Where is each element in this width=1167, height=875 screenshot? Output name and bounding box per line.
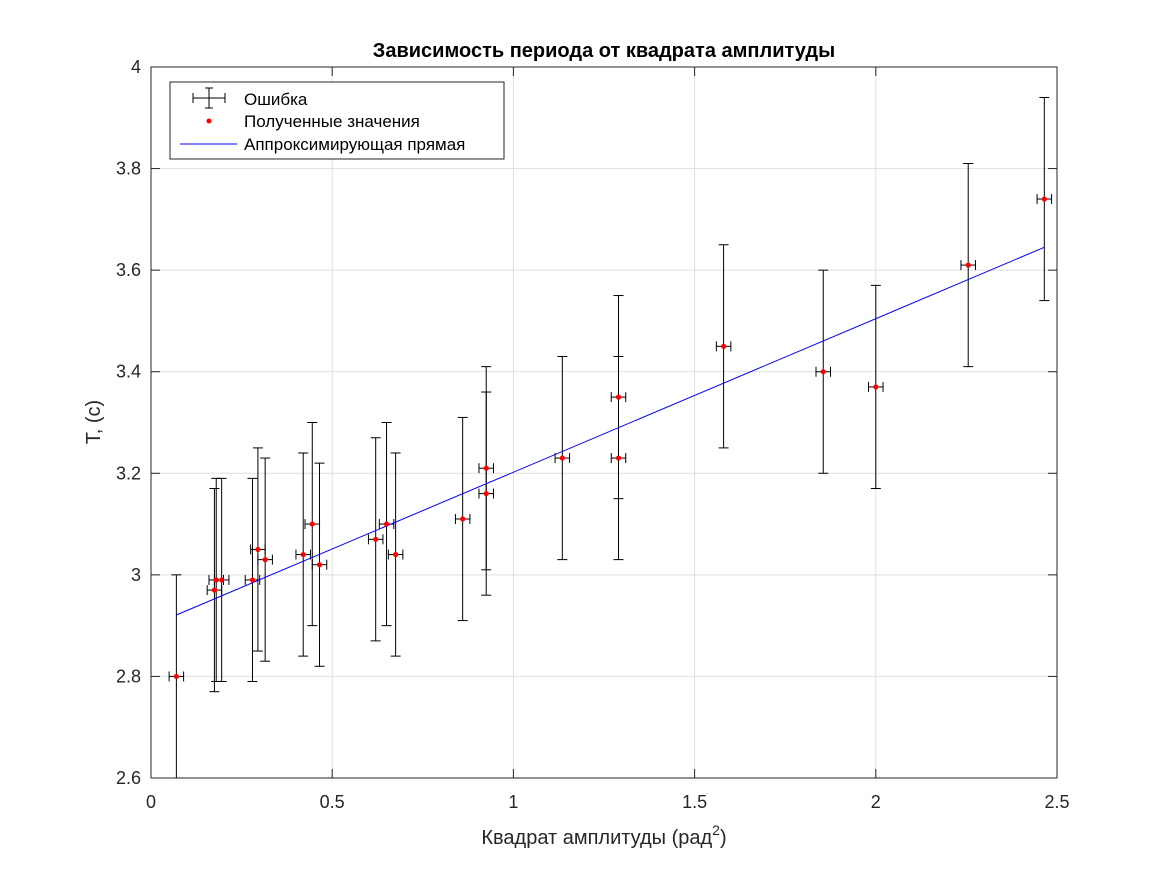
legend-label-fit-line: Аппроксимирующая прямая [244,135,465,154]
plot-area [168,96,1053,778]
data-point [720,343,727,349]
data-point [219,577,225,583]
axis-ticks: 0 0.5 1 1.5 2 2.5 2.6 2.8 3 3.2 3.4 3.6 3.8 4 [116,57,1070,812]
data-point [316,562,323,568]
axes-box [150,66,1058,779]
data-point [965,262,971,268]
x-tick-label: 0.5 [320,792,345,812]
data-point [483,491,489,497]
data-point [262,557,268,563]
data-point [1041,196,1047,202]
x-axis-label: Квадрат амплитуды (рад2) [481,822,726,849]
data-point [873,384,879,390]
y-tick-label: 3.4 [116,362,141,382]
data-point [309,521,315,527]
chart-title: Зависимость периода от квадрата амплитуд… [373,40,835,62]
legend-errorbar-icon [192,87,226,109]
x-tick-label: 2 [871,792,881,812]
x-tick-label: 2.5 [1044,792,1069,812]
y-tick-label: 4 [131,57,141,77]
legend: Ошибка Полученные значения Аппроксимирую… [169,81,505,160]
data-point [373,536,379,542]
y-axis-label: T, (c) [83,400,105,444]
data-point [211,587,218,593]
x-axis-label-end: ) [720,827,727,849]
data-point [820,369,826,375]
y-tick-label: 2.8 [116,666,141,686]
data-point [460,516,466,522]
legend-dot-icon [206,118,212,124]
x-tick-label: 1.5 [682,792,707,812]
data-point [393,551,399,558]
legend-label-values: Полученные значения [244,112,420,131]
data-point [249,577,256,583]
y-tick-label: 3.6 [116,260,141,280]
plot-series [168,96,1053,778]
data-point [559,455,565,461]
y-tick-label: 3.8 [116,159,141,179]
fit-line [176,246,1045,616]
x-axis-label-superscript: 2 [712,822,720,838]
y-tick-label: 2.6 [116,768,141,788]
x-tick-label: 0 [146,792,156,812]
data-point [483,465,489,471]
x-axis-label-text: Квадрат амплитуды (рад [481,827,712,849]
y-tick-label: 3.2 [116,463,141,483]
data-point [615,394,622,400]
data-point [173,673,179,680]
data-point [255,546,261,553]
y-tick-label: 3 [131,565,141,585]
legend-box [169,81,505,160]
data-point [383,521,390,527]
data-point [213,577,219,583]
data-point [615,455,622,461]
data-point [300,551,306,558]
legend-label-error: Ошибка [244,90,308,109]
x-tick-label: 1 [508,792,518,812]
